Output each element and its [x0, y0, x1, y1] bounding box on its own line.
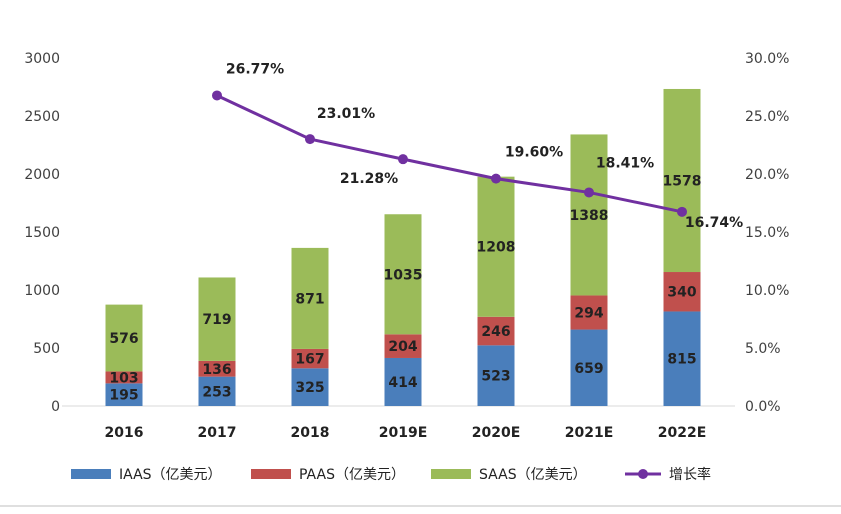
growth-rate-marker — [212, 90, 222, 101]
legend-marker-growth-rate — [638, 469, 648, 479]
bar-value-label-paas: 167 — [295, 352, 324, 368]
bar-segment-iaas — [477, 345, 515, 406]
bar-value-label-paas: 294 — [574, 306, 603, 322]
bar-value-label-paas: 103 — [109, 370, 138, 386]
category-label: 2019E — [379, 425, 428, 441]
legend-label-saas: SAAS（亿美元） — [479, 467, 587, 483]
bar-value-label-saas: 576 — [109, 331, 138, 347]
bar-label-group: 195 103 576 253 136 719 325 167 871 414 204 1035 523… — [109, 173, 701, 403]
bar-value-label-iaas: 195 — [109, 388, 138, 404]
left-axis-tick-label: 0 — [51, 399, 60, 415]
bar-value-label-iaas: 253 — [202, 384, 231, 400]
growth-rate-marker — [305, 134, 315, 145]
growth-rate-marker — [584, 187, 594, 198]
bar-value-label-saas: 1388 — [570, 208, 609, 224]
right-axis-tick-label: 0.0% — [745, 399, 781, 415]
bar-segment-paas — [663, 272, 701, 312]
category-axis-labels: 2016 2017 2018 2019E 2020E 2021E 2022E — [105, 425, 707, 441]
growth-rate-marker — [677, 206, 687, 217]
legend: IAAS（亿美元） PAAS（亿美元） SAAS（亿美元） 增长率 — [71, 466, 711, 483]
left-axis-tick-label: 1500 — [24, 225, 60, 241]
bar-segment-paas — [105, 371, 143, 384]
left-y-axis: 0 500 1000 1500 2000 2500 3000 — [24, 51, 60, 415]
left-axis-tick-label: 1000 — [24, 283, 60, 299]
growth-rate-data-label: 19.60% — [505, 145, 563, 161]
bar-value-label-saas: 1208 — [477, 240, 516, 256]
bar-value-label-iaas: 325 — [295, 380, 324, 396]
category-label: 2016 — [105, 425, 144, 441]
bar-segment-saas — [384, 214, 422, 335]
bar-segment-iaas — [105, 383, 143, 406]
bar-segment-saas — [291, 247, 329, 349]
bar-segment-saas — [477, 176, 515, 317]
growth-rate-data-label: 18.41% — [596, 155, 654, 171]
category-label: 2017 — [198, 425, 237, 441]
legend-label-growth-rate: 增长率 — [669, 466, 711, 483]
bar-value-label-saas: 719 — [202, 312, 231, 328]
growth-rate-marker — [398, 154, 408, 165]
right-axis-tick-label: 10.0% — [745, 283, 789, 299]
bar-value-label-paas: 246 — [481, 324, 510, 340]
bar-value-label-paas: 204 — [388, 339, 417, 355]
category-label: 2020E — [472, 425, 521, 441]
bar-value-label-iaas: 414 — [388, 375, 417, 391]
bar-segment-iaas — [663, 311, 701, 406]
category-label: 2018 — [291, 425, 330, 441]
growth-rate-marker — [491, 173, 501, 184]
bar-value-label-iaas: 815 — [667, 352, 696, 368]
bar-segment-iaas — [198, 376, 236, 406]
legend-label-paas: PAAS（亿美元） — [299, 467, 405, 483]
legend-label-iaas: IAAS（亿美元） — [119, 467, 222, 483]
legend-swatch-iaas — [71, 469, 111, 479]
bar-group — [105, 88, 701, 406]
bar-segment-iaas — [384, 357, 422, 406]
bar-segment-paas — [384, 334, 422, 358]
growth-rate-data-label: 16.74% — [685, 215, 743, 231]
right-y-axis: 0.0% 5.0% 10.0% 15.0% 20.0% 25.0% 30.0% — [745, 51, 789, 415]
bar-value-label-iaas: 659 — [574, 361, 603, 377]
right-axis-tick-label: 5.0% — [745, 341, 781, 357]
bar-segment-paas — [570, 295, 608, 330]
bar-segment-paas — [291, 348, 329, 369]
left-axis-tick-label: 2500 — [24, 109, 60, 125]
right-axis-tick-label: 30.0% — [745, 51, 789, 67]
bar-value-label-saas: 1578 — [663, 173, 702, 189]
right-axis-tick-label: 15.0% — [745, 225, 789, 241]
legend-swatch-paas — [251, 469, 291, 479]
growth-rate-data-label: 23.01% — [317, 106, 375, 122]
bar-value-label-saas: 871 — [295, 291, 324, 307]
bar-segment-saas — [663, 88, 701, 273]
bar-segment-saas — [198, 277, 236, 361]
right-axis-tick-label: 20.0% — [745, 167, 789, 183]
bar-value-label-saas: 1035 — [384, 267, 423, 283]
category-label: 2022E — [658, 425, 707, 441]
legend-swatch-saas — [431, 469, 471, 479]
growth-rate-data-label: 26.77% — [226, 61, 284, 77]
bar-value-label-iaas: 523 — [481, 369, 510, 385]
left-axis-tick-label: 2000 — [24, 167, 60, 183]
right-axis-tick-label: 25.0% — [745, 109, 789, 125]
growth-rate-line — [216, 94, 683, 214]
bar-segment-saas — [105, 304, 143, 372]
bar-segment-saas — [570, 134, 608, 296]
bar-segment-paas — [198, 360, 236, 377]
bar-segment-iaas — [291, 368, 329, 406]
left-axis-tick-label: 3000 — [24, 51, 60, 67]
category-label: 2021E — [565, 425, 614, 441]
bar-segment-paas — [477, 316, 515, 346]
bar-value-label-paas: 340 — [667, 285, 696, 301]
bar-value-label-paas: 136 — [202, 362, 231, 378]
growth-rate-data-label: 21.28% — [340, 171, 398, 187]
growth-rate-line-group: 26.77% 23.01% 21.28% 19.60% 18.41% 16.74% — [212, 61, 743, 231]
bar-segment-iaas — [570, 329, 608, 406]
left-axis-tick-label: 500 — [33, 341, 60, 357]
